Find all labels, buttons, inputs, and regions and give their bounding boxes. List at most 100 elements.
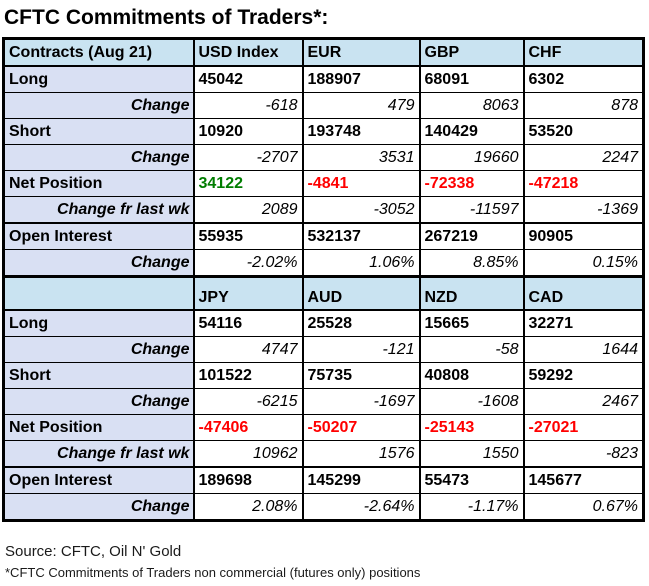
header-label-cell bbox=[2, 275, 195, 311]
table-row: Change -618 479 8063 878 bbox=[2, 92, 645, 119]
table-cell: -2.64% bbox=[301, 493, 421, 521]
table-cell: -2707 bbox=[192, 144, 304, 171]
table-cell: 53520 bbox=[522, 118, 645, 145]
column-header-cell: USD Index bbox=[192, 38, 304, 67]
row-label-cell: Change bbox=[2, 92, 195, 119]
row-label-cell: Change bbox=[2, 144, 195, 171]
row-label-cell: Long bbox=[2, 309, 195, 337]
table-cell: 145299 bbox=[301, 466, 421, 494]
table-cell: -47218 bbox=[522, 170, 645, 197]
table-row: Change fr last wk 10962 1576 1550 -823 bbox=[2, 440, 645, 468]
table-cell: 40808 bbox=[418, 362, 525, 389]
table-cell: 68091 bbox=[418, 65, 525, 93]
footer: Source: CFTC, Oil N' Gold *CFTC Commitme… bbox=[5, 543, 649, 580]
table-cell: 59292 bbox=[522, 362, 645, 389]
table-row: Change -2707 3531 19660 2247 bbox=[2, 144, 645, 171]
table-cell: -25143 bbox=[418, 414, 525, 441]
table-cell: 267219 bbox=[418, 222, 525, 250]
table-cell: 140429 bbox=[418, 118, 525, 145]
table-cell: -47406 bbox=[192, 414, 304, 441]
table-cell: 479 bbox=[301, 92, 421, 119]
footnote-text: *CFTC Commitments of Traders non commerc… bbox=[5, 565, 421, 580]
column-header-row: Contracts (Aug 21) USD Index EUR GBP CHF bbox=[2, 38, 645, 67]
table-cell: 54116 bbox=[192, 309, 304, 337]
table-cell: 75735 bbox=[301, 362, 421, 389]
table-cell: 189698 bbox=[192, 466, 304, 494]
table-cell: -4841 bbox=[301, 170, 421, 197]
table-row: Open Interest 55935 532137 267219 90905 bbox=[2, 222, 645, 250]
table-cell: -2.02% bbox=[192, 249, 304, 277]
table-cell: 101522 bbox=[192, 362, 304, 389]
table-cell: 8.85% bbox=[418, 249, 525, 277]
table-cell: -11597 bbox=[418, 196, 525, 224]
row-label-cell: Change bbox=[2, 388, 195, 415]
table-cell: -27021 bbox=[522, 414, 645, 441]
table-cell: 55473 bbox=[418, 466, 525, 494]
table-cell: 878 bbox=[522, 92, 645, 119]
column-header-cell: CAD bbox=[522, 275, 645, 311]
row-label-cell: Net Position bbox=[2, 414, 195, 441]
table-row: Short 10920 193748 140429 53520 bbox=[2, 118, 645, 145]
table-cell: 0.67% bbox=[522, 493, 645, 521]
table-cell: 188907 bbox=[301, 65, 421, 93]
table-cell: 25528 bbox=[301, 309, 421, 337]
table-cell: 10920 bbox=[192, 118, 304, 145]
table-row: Long 54116 25528 15665 32271 bbox=[2, 309, 645, 337]
table-cell: 34122 bbox=[192, 170, 304, 197]
table-body: Contracts (Aug 21) USD Index EUR GBP CHF Long… bbox=[2, 38, 645, 521]
table-cell: -1697 bbox=[301, 388, 421, 415]
row-label-cell: Open Interest bbox=[2, 466, 195, 494]
table-cell: 532137 bbox=[301, 222, 421, 250]
table-cell: -1369 bbox=[522, 196, 645, 224]
row-label-cell: Change bbox=[2, 249, 195, 277]
table-cell: -1608 bbox=[418, 388, 525, 415]
table-cell: 8063 bbox=[418, 92, 525, 119]
table-cell: 0.15% bbox=[522, 249, 645, 277]
table-cell: -72338 bbox=[418, 170, 525, 197]
table-cell: 2467 bbox=[522, 388, 645, 415]
table-row: Long 45042 188907 68091 6302 bbox=[2, 65, 645, 93]
table-cell: -1.17% bbox=[418, 493, 525, 521]
row-label-cell: Short bbox=[2, 362, 195, 389]
row-label-cell: Short bbox=[2, 118, 195, 145]
table-cell: 19660 bbox=[418, 144, 525, 171]
column-header-cell: NZD bbox=[418, 275, 525, 311]
table-cell: -618 bbox=[192, 92, 304, 119]
row-label-cell: Change bbox=[2, 493, 195, 521]
table-cell: -6215 bbox=[192, 388, 304, 415]
row-label-cell: Long bbox=[2, 65, 195, 93]
table-row: Short 101522 75735 40808 59292 bbox=[2, 362, 645, 389]
table-cell: -121 bbox=[301, 336, 421, 363]
table-cell: 1644 bbox=[522, 336, 645, 363]
table-cell: 15665 bbox=[418, 309, 525, 337]
column-header-cell: GBP bbox=[418, 38, 525, 67]
row-label-cell: Change bbox=[2, 336, 195, 363]
table-cell: 2247 bbox=[522, 144, 645, 171]
column-header-cell: AUD bbox=[301, 275, 421, 311]
table-cell: 32271 bbox=[522, 309, 645, 337]
table-cell: 10962 bbox=[192, 440, 304, 468]
table-cell: 4747 bbox=[192, 336, 304, 363]
table-cell: 2089 bbox=[192, 196, 304, 224]
row-label-cell: Net Position bbox=[2, 170, 195, 197]
table-cell: 193748 bbox=[301, 118, 421, 145]
table-cell: -823 bbox=[522, 440, 645, 468]
header-label-cell: Contracts (Aug 21) bbox=[2, 38, 195, 67]
table-cell: 1550 bbox=[418, 440, 525, 468]
table-cell: 45042 bbox=[192, 65, 304, 93]
source-text: Source: CFTC, Oil N' Gold bbox=[5, 543, 182, 560]
row-label-cell: Open Interest bbox=[2, 222, 195, 250]
table-row: Net Position -47406 -50207 -25143 -27021 bbox=[2, 414, 645, 441]
table-cell: 145677 bbox=[522, 466, 645, 494]
table-cell: -50207 bbox=[301, 414, 421, 441]
table-cell: 2.08% bbox=[192, 493, 304, 521]
table-cell: -58 bbox=[418, 336, 525, 363]
page-title: CFTC Commitments of Traders*: bbox=[4, 6, 329, 29]
table-cell: 90905 bbox=[522, 222, 645, 250]
table-cell: 1576 bbox=[301, 440, 421, 468]
table-row: Net Position 34122 -4841 -72338 -47218 bbox=[2, 170, 645, 197]
table-row: Change fr last wk 2089 -3052 -11597 -1369 bbox=[2, 196, 645, 224]
row-label-cell: Change fr last wk bbox=[2, 440, 195, 468]
column-header-cell: EUR bbox=[301, 38, 421, 67]
table-row: Change -2.02% 1.06% 8.85% 0.15% bbox=[2, 249, 645, 277]
